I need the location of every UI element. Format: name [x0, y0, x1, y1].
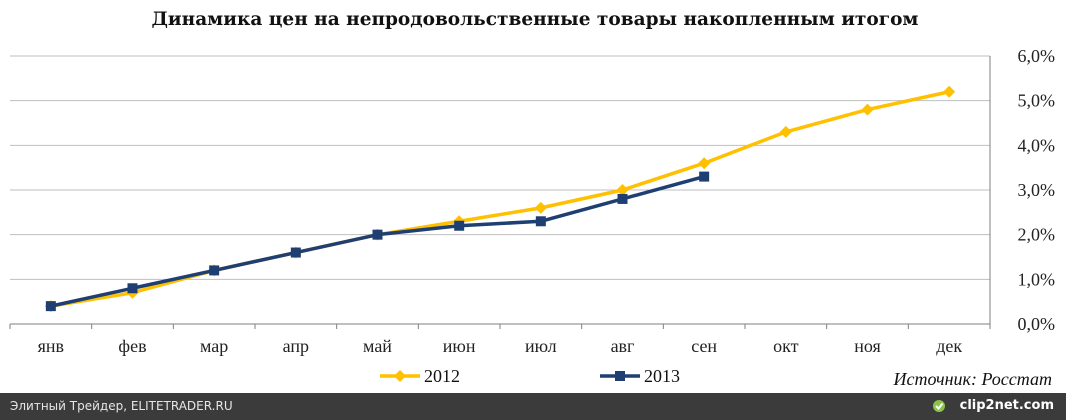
- x-tick-label: авг: [611, 336, 635, 356]
- x-tick-label: июл: [525, 336, 557, 356]
- legend-label-2012: 2012: [424, 366, 460, 386]
- y-tick-label: 4,0%: [1018, 135, 1056, 155]
- x-tick-label: дек: [936, 336, 962, 356]
- data-point-2012: [779, 125, 792, 138]
- clip2net-logo-icon: [933, 400, 945, 412]
- data-point-2013: [290, 247, 301, 258]
- y-tick-label: 5,0%: [1018, 91, 1056, 111]
- legend-label-2013: 2013: [644, 366, 680, 386]
- series-line-2012: [50, 90, 950, 308]
- footer-brand-label[interactable]: clip2net.com: [959, 398, 1054, 413]
- y-tick-label: 0,0%: [1018, 314, 1056, 334]
- x-tick-label: май: [363, 336, 392, 356]
- data-point-2013: [454, 220, 465, 231]
- data-point-2012: [616, 184, 629, 196]
- x-tick-label: мар: [200, 336, 228, 356]
- x-tick-label: апр: [283, 336, 309, 356]
- data-point-2012: [861, 103, 874, 116]
- chart-title: Динамика цен на непродовольственные това…: [151, 9, 919, 30]
- x-tick-label: фев: [118, 336, 146, 356]
- y-tick-label: 2,0%: [1018, 225, 1056, 245]
- data-point-2012: [698, 157, 711, 170]
- footer-site-label: Элитный Трейдер, ELITETRADER.RU: [10, 399, 233, 413]
- data-point-2013: [615, 371, 625, 381]
- y-tick-label: 3,0%: [1018, 180, 1056, 200]
- footer-bar: Элитный Трейдер, ELITETRADER.RU clip2net…: [0, 393, 1066, 420]
- data-point-2013: [617, 193, 628, 204]
- data-point-2013: [45, 301, 56, 312]
- data-point-2012: [394, 370, 406, 382]
- data-point-2013: [699, 171, 710, 182]
- source-note: Источник: Росстат: [893, 369, 1053, 389]
- x-tick-label: ноя: [854, 336, 881, 356]
- data-point-2013: [535, 216, 546, 227]
- data-point-2012: [534, 201, 547, 214]
- x-tick-label: июн: [443, 336, 476, 356]
- x-tick-label: янв: [38, 336, 64, 356]
- data-point-2012: [943, 85, 956, 98]
- y-tick-label: 1,0%: [1018, 269, 1056, 289]
- y-tick-label: 6,0%: [1018, 46, 1056, 66]
- data-point-2013: [372, 229, 383, 240]
- data-point-2013: [127, 283, 138, 294]
- x-tick-label: окт: [773, 336, 799, 356]
- x-tick-label: сен: [691, 336, 717, 356]
- data-point-2013: [209, 265, 220, 276]
